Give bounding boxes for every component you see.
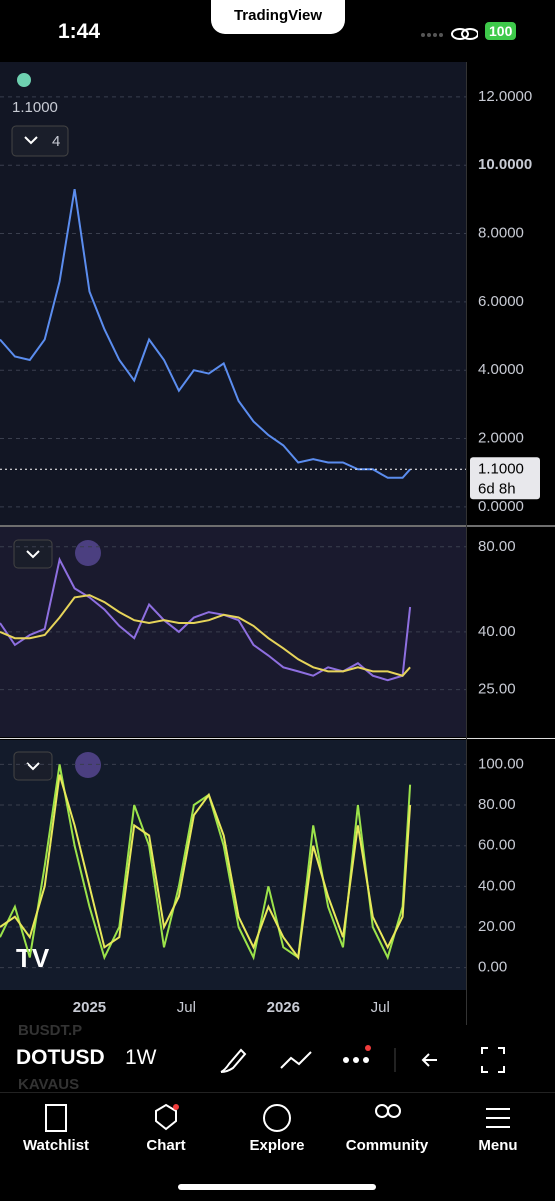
tab-icons — [45, 1103, 510, 1132]
more-icon[interactable] — [343, 1057, 349, 1063]
badge — [173, 1104, 179, 1110]
collapse-button[interactable] — [13, 751, 53, 781]
countdown: 6d 8h — [478, 480, 516, 497]
draw-icon[interactable] — [220, 1048, 247, 1073]
status-icons — [421, 28, 478, 40]
watchlist-peek: KAVAUS — [18, 1076, 80, 1093]
series-line — [0, 556, 412, 682]
y-tick-label: 100.00 — [478, 755, 524, 772]
y-tick-label: 10.0000 — [478, 156, 532, 173]
y-tick-label: 4.0000 — [478, 361, 524, 378]
tab-label[interactable]: Chart — [146, 1137, 186, 1154]
watchlist-icon[interactable] — [45, 1104, 67, 1132]
y-tick-label: 20.00 — [478, 918, 516, 935]
community-icon — [387, 1104, 401, 1118]
tv-logo: TV — [16, 943, 50, 973]
y-tick-label: 8.0000 — [478, 225, 524, 242]
indicators-icon[interactable] — [280, 1051, 312, 1069]
app-name: TradingView — [233, 7, 323, 24]
home-indicator — [178, 1184, 376, 1190]
x-tick-label: Jul — [177, 999, 196, 1016]
y-tick-label: 12.0000 — [478, 88, 532, 105]
undo-icon[interactable] — [421, 1053, 437, 1067]
price-badge — [470, 457, 540, 500]
collapse-button[interactable] — [13, 539, 53, 569]
tab-label[interactable]: Community — [345, 1137, 429, 1154]
tab-bar: Watchlist Chart Explore Community Menu — [0, 1092, 555, 1201]
fullscreen-icon[interactable] — [481, 1047, 505, 1073]
toolbar: BUSDT.P KAVAUS DOTUSD 1W — [0, 1022, 555, 1093]
tab-label[interactable]: Explore — [249, 1137, 305, 1154]
status-dot — [17, 73, 31, 87]
watchlist-peek: BUSDT.P — [18, 1022, 83, 1039]
battery: 100 — [485, 22, 517, 40]
y-tick-label: 0.00 — [478, 959, 507, 976]
y-tick-label: 80.00 — [478, 538, 516, 555]
stoch-pane — [0, 740, 466, 990]
badge — [365, 1045, 371, 1051]
chart: 1.1000 4 TV 0.0000 2.0000 4.0000 6.0000 8.00… — [0, 62, 555, 1025]
series-line — [0, 774, 412, 961]
chart-icon[interactable] — [155, 1103, 177, 1131]
clock: 1:44 — [58, 20, 101, 43]
indicator-count: 4 — [52, 133, 60, 150]
tab-label[interactable]: Watchlist — [22, 1137, 90, 1154]
interval[interactable]: 1W — [125, 1046, 157, 1069]
status-bar: 1:44 TradingView 100 — [0, 0, 555, 60]
x-tick-label: 2026 — [267, 999, 300, 1016]
collapse-button[interactable] — [11, 125, 69, 157]
y-tick-label: 2.0000 — [478, 430, 524, 447]
refresh-button[interactable] — [75, 752, 101, 778]
series-line — [0, 594, 411, 677]
app-pill: TradingView — [211, 0, 345, 34]
chevron — [26, 762, 40, 771]
more-icon — [363, 1057, 369, 1063]
toolbar-icons — [220, 1045, 505, 1073]
y-tick-label: 80.00 — [478, 796, 516, 813]
y-tick-label: 6.0000 — [478, 293, 524, 310]
symbol[interactable]: DOTUSD — [16, 1046, 105, 1069]
refresh-button[interactable] — [75, 540, 101, 566]
x-tick-label: 2025 — [73, 999, 106, 1016]
y-tick-label: 60.00 — [478, 837, 516, 854]
explore-icon[interactable] — [263, 1104, 291, 1132]
price-label: 1.1000 — [478, 460, 524, 477]
chevron — [24, 136, 38, 145]
y-tick-label: 40.00 — [478, 623, 516, 640]
community-icon[interactable] — [375, 1104, 389, 1118]
tab-label[interactable]: Menu — [478, 1137, 518, 1154]
x-tick-label: Jul — [371, 999, 390, 1016]
y-tick-label: 25.00 — [478, 681, 516, 698]
header-price: 1.1000 — [12, 99, 58, 116]
series-line — [0, 188, 411, 479]
more-icon — [353, 1057, 359, 1063]
menu-icon[interactable] — [486, 1108, 510, 1128]
price-pane — [0, 62, 466, 525]
chevron — [26, 550, 40, 559]
y-tick-label: 0.0000 — [478, 498, 524, 515]
y-tick-label: 40.00 — [478, 877, 516, 894]
